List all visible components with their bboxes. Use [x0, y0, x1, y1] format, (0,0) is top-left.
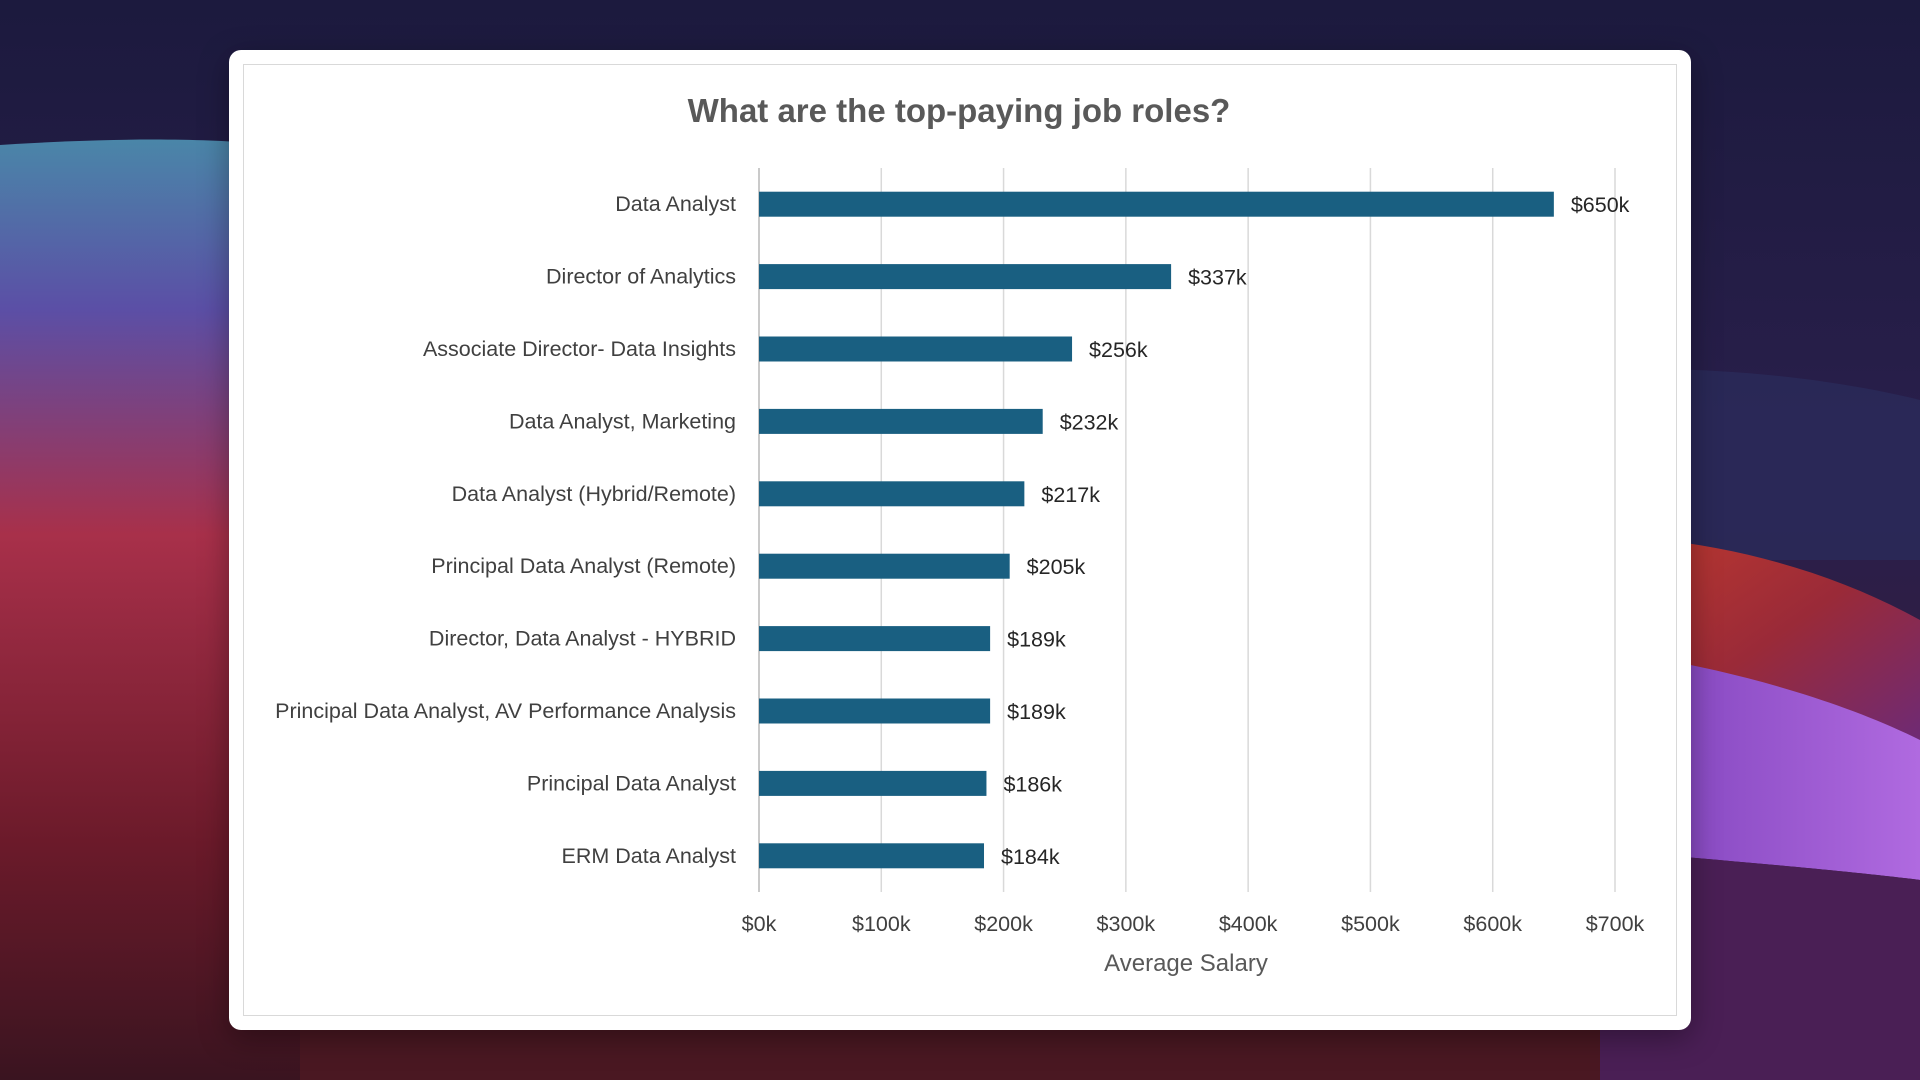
bar [759, 698, 991, 724]
data-label: $256k [1089, 338, 1148, 362]
x-axis-ticks: $0k $100k $200k $300k $400k $500k $600k $700k [742, 912, 1645, 936]
bar [759, 843, 985, 869]
x-axis-title: Average Salary [1104, 950, 1268, 977]
category-label: Principal Data Analyst (Remote) [431, 554, 736, 578]
bar [759, 770, 987, 796]
data-label: $217k [1041, 483, 1100, 507]
x-tick-label: $0k [742, 912, 777, 936]
category-label: Director, Data Analyst - HYBRID [429, 627, 736, 651]
bar [759, 626, 991, 652]
data-label: $186k [1003, 772, 1062, 796]
x-tick-label: $400k [1219, 912, 1278, 936]
x-tick-label: $200k [974, 912, 1033, 936]
category-labels: Data Analyst Director of Analytics Associa… [275, 192, 736, 868]
chart-frame [243, 64, 1677, 1016]
chart-title: What are the top-paying job roles? [688, 92, 1231, 129]
data-label: $337k [1188, 266, 1247, 290]
data-label: $184k [1001, 845, 1060, 869]
bar [759, 408, 1043, 434]
data-label: $189k [1007, 700, 1066, 724]
category-label: Data Analyst (Hybrid/Remote) [452, 482, 736, 506]
x-tick-label: $600k [1463, 912, 1522, 936]
category-label: ERM Data Analyst [562, 844, 736, 868]
category-label: Associate Director- Data Insights [423, 337, 736, 361]
bar [759, 264, 1172, 290]
data-label: $189k [1007, 628, 1066, 652]
bars [759, 191, 1554, 869]
bar [759, 481, 1025, 507]
data-label: $205k [1027, 555, 1086, 579]
bar [759, 336, 1073, 362]
data-label: $650k [1571, 193, 1630, 217]
category-label: Data Analyst, Marketing [509, 409, 736, 433]
x-tick-label: $100k [852, 912, 911, 936]
bar [759, 191, 1554, 217]
x-tick-label: $500k [1341, 912, 1400, 936]
bar [759, 553, 1010, 579]
data-labels: $650k $337k $256k $232k $217k $205k $189k $189k… [1001, 193, 1630, 869]
x-tick-label: $700k [1586, 912, 1645, 936]
data-label: $232k [1060, 410, 1119, 434]
category-label: Principal Data Analyst, AV Performance A… [275, 699, 736, 723]
category-label: Principal Data Analyst [527, 771, 736, 795]
x-tick-label: $300k [1097, 912, 1156, 936]
category-label: Director of Analytics [546, 265, 736, 289]
category-label: Data Analyst [615, 192, 736, 216]
